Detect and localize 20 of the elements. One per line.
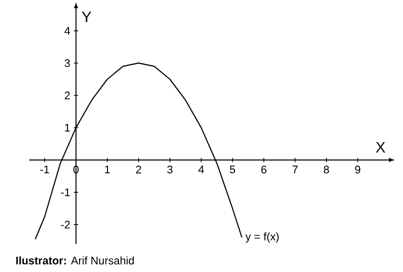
y-tick-label: 2 [64,92,70,100]
x-tick-label: 3 [167,166,172,174]
y-axis-title: Y [82,12,92,22]
x-tick-label: 6 [261,166,266,174]
x-tick-label: 1 [105,166,110,174]
x-tick-label: 2 [136,166,142,174]
x-tick-label: 8 [324,166,329,174]
x-axis-title: X [376,142,386,152]
y-tick-label: -2 [61,220,70,228]
x-tick-label: 7 [292,166,298,174]
y-tick-label: 4 [64,27,70,35]
series-label: y = f(x) [245,232,279,243]
text: Ilustrator: Arif Nursahid [16,256,134,264]
y-tick-label: 3 [64,59,70,67]
x-tick-label: 9 [355,166,360,174]
y-tick-label: -1 [61,188,70,196]
x-tick-label: -1 [40,166,50,174]
x-tick-label: 4 [198,166,204,174]
y-tick-label: 1 [65,124,70,132]
x-tick-label: 5 [230,166,236,174]
